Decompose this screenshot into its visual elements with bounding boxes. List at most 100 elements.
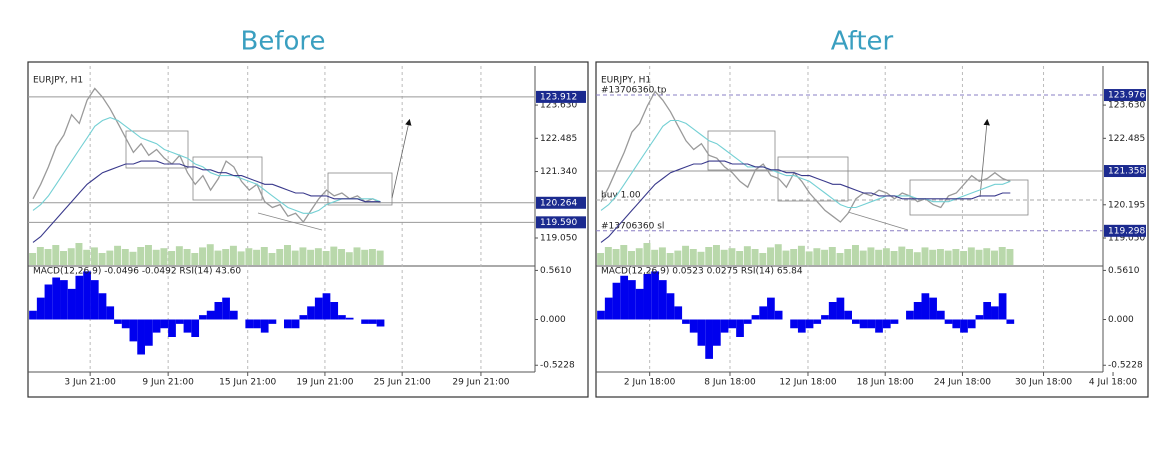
macd-bar [628,280,636,320]
macd-bar [1006,319,1015,324]
volume-bar [253,249,261,265]
box-drawing [192,156,263,201]
volume-bar [913,252,921,265]
macd-bar [168,319,176,337]
macd-bar [612,282,621,320]
macd-bar [330,302,339,320]
macd-bar [697,319,706,346]
x-tick-label: 19 Jun 21:00 [296,378,353,388]
volume-bar [353,247,361,265]
macd-bar [345,317,354,320]
volume-bar [705,247,713,265]
macd-bar [268,319,277,324]
volume-bar [168,251,176,265]
volume-bar [144,245,152,265]
volume-bar [944,250,952,265]
macd-bar [175,319,184,324]
macd-bar [60,280,68,320]
volume-bar [29,253,37,265]
volume-bar [743,246,751,265]
volume-bar [160,248,168,265]
price-tag [1104,224,1146,237]
volume-bar [821,249,829,265]
macd-bar [144,319,153,346]
volume-bar [330,246,338,265]
macd-bar [759,306,768,320]
macd-bar [67,288,76,320]
volume-bar [268,253,276,265]
macd-bar [944,319,953,324]
box-drawing [125,130,189,169]
macd-bar [774,310,783,320]
y-tick-label: -0.5228 [540,361,575,371]
volume-bar [906,249,914,265]
volume-bar [751,249,759,265]
macd-bar [689,319,698,333]
order-label: #13706360 sl [601,221,664,231]
volume-bar [767,247,774,265]
x-tick-label: 30 Jun 18:00 [1015,378,1072,388]
trend-line [257,212,323,231]
macd-bar [797,319,806,333]
macd-bar [643,274,652,320]
macd-bar [906,310,914,320]
volume-bar [191,253,199,265]
macd-bar [952,319,961,329]
volume-bar [368,249,376,265]
macd-bar [666,293,675,320]
volume-bar [929,249,937,265]
macd-bar [805,319,814,329]
chart-title: Before [240,27,325,57]
macd-bar [260,319,269,333]
volume-bar [674,250,682,265]
price-line [600,119,1011,211]
volume-bar [736,251,744,265]
macd-bar [191,319,200,337]
price-tag-label: 121.358 [1108,167,1145,177]
volume-bar [689,249,697,265]
volume-bar [859,250,867,265]
volume-bar [720,249,728,265]
macd-bar [736,319,744,337]
x-tick-label: 12 Jun 18:00 [779,378,836,388]
macd-bar [83,271,91,320]
volume-bar [805,251,813,265]
macd-bar [229,310,238,320]
price-tag-label: 123.912 [540,92,577,102]
macd-bar [705,319,713,359]
volume-bar [658,247,666,265]
macd-bar [620,275,629,320]
volume-bar [314,248,322,265]
volume-bar [114,245,122,265]
volume-bar [828,247,836,265]
price-line [32,160,381,243]
trend-line [847,211,909,231]
order-label: buy 1.00 [601,190,641,200]
price-tag [1104,165,1146,178]
macd-bar [121,319,130,329]
volume-bar [137,247,145,265]
macd-bar [314,297,323,320]
volume-bar [284,245,291,265]
price-tag-label: 120.264 [540,198,577,208]
volume-bar [98,253,106,265]
macd-bar [913,302,922,320]
volume-bar [797,245,805,265]
volume-bar [152,249,160,265]
volume-bar [214,250,222,265]
y-tick-label: 119.050 [1108,234,1145,244]
macd-bar [183,319,192,333]
volume-bar [376,250,384,265]
macd-bar [129,319,138,342]
volume-bar [875,249,883,265]
volume-bar [36,247,44,265]
y-tick-label: 123.630 [1108,101,1145,111]
macd-bar [859,319,868,329]
volume-bar [867,247,875,265]
macd-bar [604,297,613,320]
x-tick-label: 2 Jun 18:00 [624,378,676,388]
chart-frame [27,61,589,398]
box-drawing [707,130,776,171]
y-tick-label: -0.5228 [1108,361,1143,371]
volume-bar [199,247,206,265]
